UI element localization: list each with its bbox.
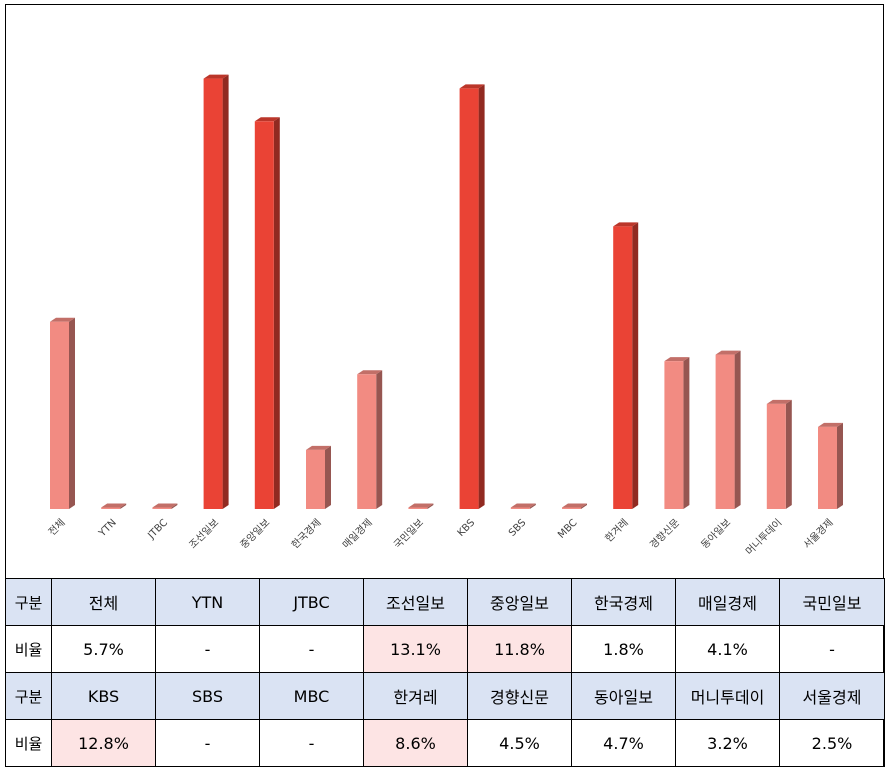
table-cell: -: [155, 719, 260, 767]
bar-14: [766, 399, 792, 509]
table-cell: 4.7%: [571, 719, 676, 767]
table-cell: 서울경제: [779, 672, 885, 720]
x-tick-label: 경향신문: [647, 516, 682, 551]
table-row: 비율 12.8% - -8.6% 4.5% 4.7% 3.2% 2.5%: [5, 719, 885, 767]
bar-9: [510, 503, 536, 509]
row-label-cell: 구분: [5, 672, 52, 720]
ratio-table: 구분 전체 YTN JTBC 조선일보 중앙일보 한국경제 매일경제 국민일보 비율 5.7% - -1…: [5, 578, 885, 767]
table-cell: 머니투데이: [675, 672, 780, 720]
table-cell: -: [779, 625, 885, 673]
x-tick-label: KBS: [456, 517, 478, 539]
bar-3: [203, 74, 229, 510]
bar-13: [715, 350, 741, 509]
bar-1: [101, 503, 127, 509]
table-cell: 2.5%: [779, 719, 885, 767]
table-cell: 매일경제: [675, 578, 780, 626]
x-tick-label: 서울경제: [800, 516, 835, 551]
table-cell: 1.8%: [571, 625, 676, 673]
x-tick-label: JTBC: [145, 517, 170, 542]
table-cell: 조선일보: [363, 578, 468, 626]
table-cell: 한겨레: [363, 672, 468, 720]
table-cell: 경향신문: [467, 672, 572, 720]
table-cell: 4.1%: [675, 625, 780, 673]
table-cell: SBS: [155, 672, 260, 720]
bar-4: [254, 117, 280, 510]
table-cell: JTBC: [259, 578, 364, 626]
bar-2: [152, 503, 178, 509]
x-tick-label: 한겨레: [603, 517, 631, 545]
x-tick-label: 한국경제: [288, 516, 323, 551]
bar-15: [818, 422, 843, 509]
x-tick-label: 동아일보: [699, 517, 734, 552]
table-cell: MBC: [259, 672, 364, 720]
table-cell: 3.2%: [675, 719, 780, 767]
table-cell: 한국경제: [571, 578, 676, 626]
x-tick-label: YTN: [96, 517, 118, 539]
x-tick-label: 전체: [46, 517, 68, 539]
table-cell: -: [259, 719, 364, 767]
x-tick-label: 국민일보: [392, 517, 427, 552]
x-tick-label: 매일경제: [340, 516, 375, 551]
x-tick-label: 중앙일보: [238, 517, 273, 552]
table-cell: 12.8%: [51, 719, 156, 767]
bar-10: [562, 503, 587, 509]
bar-6: [357, 370, 383, 509]
row-label-cell: 구분: [5, 578, 52, 626]
table-cell: 중앙일보: [467, 578, 572, 626]
table-cell: YTN: [155, 578, 260, 626]
table-cell: 5.7%: [51, 625, 156, 673]
row-label-cell: 비율: [5, 719, 52, 767]
table-cell: KBS: [51, 672, 156, 720]
bar-8: [459, 84, 485, 509]
table-cell: -: [259, 625, 364, 673]
table-header-row: 구분 전체 YTN JTBC 조선일보 중앙일보 한국경제 매일경제 국민일보: [5, 578, 885, 626]
bar-12: [664, 357, 690, 509]
table-cell: 4.5%: [467, 719, 572, 767]
table-cell: 13.1%: [363, 625, 468, 673]
x-tick-label: 머니투데이: [743, 517, 784, 558]
table-cell: 8.6%: [363, 719, 468, 767]
x-tick-label: 조선일보: [187, 517, 222, 552]
table-cell: 국민일보: [779, 578, 885, 626]
row-label-cell: 비율: [5, 625, 52, 673]
table-cell: 11.8%: [467, 625, 572, 673]
x-tick-label: MBC: [556, 517, 580, 541]
table-cell: 동아일보: [571, 672, 676, 720]
bar-5: [306, 445, 331, 509]
table-row: 비율 5.7% - -13.1% 11.8% 1.8% 4.1% -: [5, 625, 885, 673]
table-cell: 전체: [51, 578, 156, 626]
bar-chart: 전체 YTN JTBC 조선일보 중앙일보 한국경제 매일경제 국민일보 KBS SBS MBC 한겨…: [46, 74, 843, 558]
table-header-row: 구분 KBS SBS MBC 한겨레 경향신문 동아일보 머니투데이 서울경제: [5, 672, 885, 720]
x-tick-label: SBS: [507, 517, 528, 538]
table-cell: -: [155, 625, 260, 673]
bar-0: [50, 317, 75, 509]
bar-11: [613, 222, 639, 509]
bar-7: [408, 503, 434, 509]
